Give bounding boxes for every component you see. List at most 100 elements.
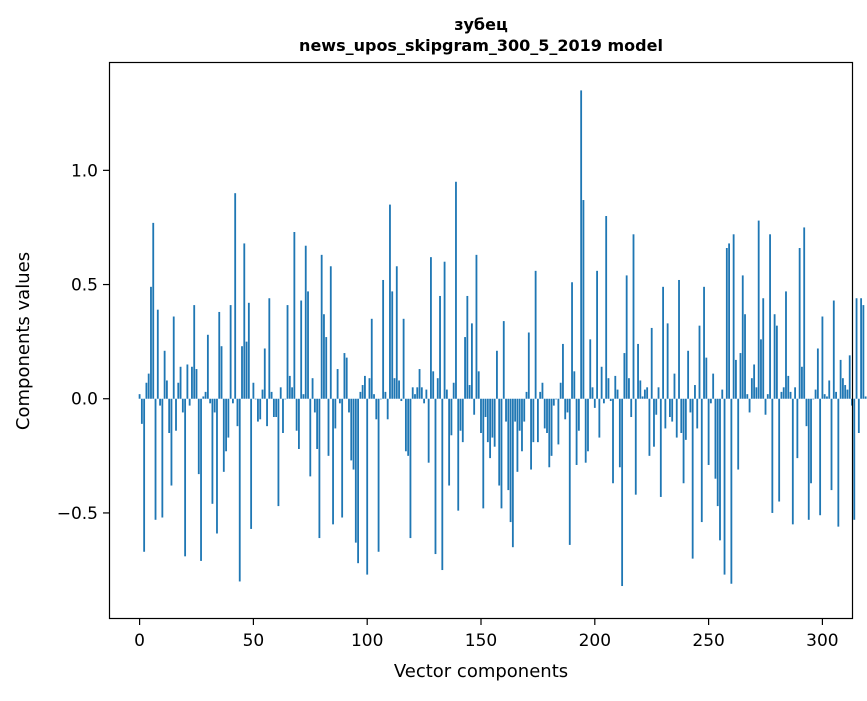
bar-28 [202,396,205,399]
bar-178 [543,398,546,429]
bar-109 [386,398,389,420]
bar-250 [707,398,710,465]
bar-193 [577,398,580,431]
bar-240 [684,398,687,440]
bar-series [138,90,867,587]
bar-120 [411,387,414,399]
bar-277 [769,234,771,399]
bar-25 [195,369,198,399]
bar-196 [584,398,587,463]
bar-22 [188,398,191,406]
bar-246 [698,325,701,399]
bar-181 [550,398,553,456]
x-tick-label: 100 [351,631,383,651]
bar-257 [723,398,726,575]
bar-102 [370,318,373,399]
bar-100 [366,398,369,575]
bar-12 [165,380,168,399]
bar-52 [257,398,259,422]
bar-43 [236,398,239,427]
bar-72 [302,394,305,399]
bar-318 [862,305,865,399]
bar-165 [514,398,517,422]
bar-260 [730,398,733,584]
bar-207 [609,398,612,402]
bar-175 [536,398,539,443]
bar-129 [432,371,435,399]
bar-131 [436,378,439,399]
bar-173 [532,398,535,443]
x-tick-label: 0 [134,631,145,651]
chart-title: зубец [454,15,508,34]
bar-312 [848,355,851,399]
bar-162 [507,398,510,491]
bar-17 [177,382,180,399]
bar-317 [860,298,863,399]
bar-152 [484,398,487,418]
bar-79 [318,398,321,539]
bar-69 [295,398,298,431]
bar-304 [830,398,833,491]
bar-107 [382,279,385,399]
y-axis-ticks: −0.5 0.0 0.5 1.0 [57,161,110,524]
x-tick-label: 50 [243,631,265,651]
bar-259 [728,243,730,399]
bar-186 [562,343,564,399]
y-axis-label: Components values [13,252,34,430]
bar-2 [143,398,146,552]
bar-83 [327,398,330,456]
bar-296 [812,398,815,400]
bar-48 [247,302,250,399]
x-axis-label: Vector components [394,661,568,682]
bar-243 [691,398,694,559]
bar-58 [270,391,273,399]
bar-80 [320,254,323,399]
bar-230 [662,286,664,399]
bar-10 [161,398,164,518]
bar-132 [439,295,441,399]
bar-266 [744,314,746,399]
bar-142 [461,398,464,443]
bar-4 [147,373,150,399]
bar-215 [628,378,630,399]
bar-53 [259,398,262,420]
bar-84 [329,266,332,399]
bar-133 [441,398,444,571]
x-tick-label: 150 [465,631,497,651]
bar-46 [243,243,246,399]
bar-158 [498,398,501,486]
bar-155 [491,398,494,438]
bar-289 [796,398,799,459]
bar-55 [263,348,266,399]
bar-253 [714,398,717,479]
bar-232 [666,323,669,399]
bar-68 [293,232,296,399]
bar-45 [241,346,243,399]
bar-13 [168,398,171,433]
bar-163 [509,398,512,523]
bar-308 [839,359,842,399]
bar-281 [778,398,781,502]
bar-87 [336,369,339,399]
bar-164 [511,398,514,548]
bar-38 [225,398,227,452]
bar-104 [375,398,378,420]
bar-192 [575,398,578,465]
bar-293 [805,398,808,427]
bar-1 [140,398,143,424]
bar-128 [430,257,432,399]
bar-95 [354,398,357,543]
bar-315 [855,298,858,399]
bar-199 [591,387,594,399]
bar-26 [197,398,200,475]
bar-284 [785,291,787,399]
bar-124 [420,387,423,399]
bar-272 [757,220,760,399]
bar-30 [206,334,209,399]
bar-214 [625,275,628,399]
bar-309 [841,378,844,399]
bar-7 [154,398,157,520]
bar-145 [468,385,471,399]
bar-147 [473,398,476,415]
